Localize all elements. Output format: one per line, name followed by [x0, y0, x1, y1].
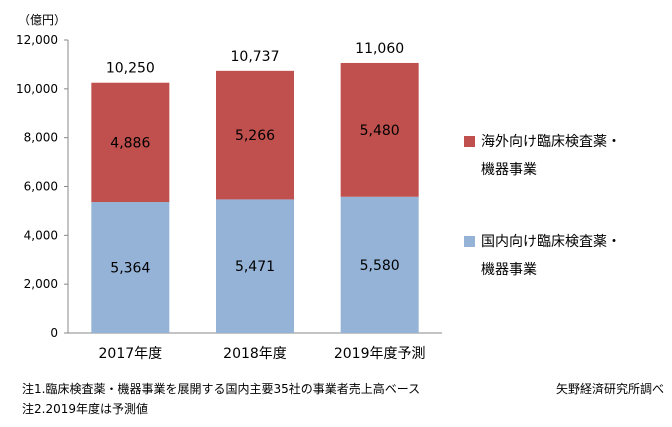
total-label: 10,250: [106, 61, 155, 77]
total-label: 10,737: [231, 49, 280, 65]
bar-overseas: [340, 62, 419, 197]
label-domestic: 5,364: [110, 261, 150, 277]
bar-overseas: [216, 70, 294, 200]
x-tick-label: 2019年度予測: [334, 346, 426, 362]
legend-item-domestic: 国内向け臨床検査薬・ 機器事業: [464, 228, 621, 284]
y-tick-label: 2,000: [24, 277, 58, 291]
note-1: 注1.臨床検査薬・機器事業を展開する国内主要35社の事業者売上高ベース: [22, 382, 421, 396]
y-tick-label: 0: [50, 326, 58, 340]
note-2: 注2.2019年度は予測値: [22, 402, 148, 416]
label-domestic: 5,580: [360, 258, 400, 274]
y-tick-label: 8,000: [24, 131, 58, 145]
legend-swatch: [464, 136, 475, 147]
label-domestic: 5,471: [235, 259, 275, 275]
legend-label: 国内向け臨床検査薬・ 機器事業: [481, 234, 621, 278]
bar-overseas: [91, 82, 170, 203]
x-tick-label: 2018年度: [223, 346, 287, 362]
label-overseas: 5,266: [235, 128, 275, 144]
unit-label: （億円）: [18, 13, 66, 27]
x-tick-label: 2017年度: [99, 346, 163, 362]
data-labels: 5,364 4,886 10,250 5,471 5,266 10,737 5,580 5,4…: [106, 41, 404, 277]
legend-item-overseas: 海外向け臨床検査薬・ 機器事業: [464, 128, 621, 184]
total-label: 11,060: [355, 41, 404, 57]
y-ticks: 0 2,000 4,000 6,000 8,000 10,000 12,000: [16, 33, 68, 340]
label-overseas: 4,886: [110, 135, 150, 151]
label-overseas: 5,480: [360, 123, 400, 139]
bar-domestic: [91, 202, 170, 333]
legend: 海外向け臨床検査薬・ 機器事業 国内向け臨床検査薬・ 機器事業: [464, 128, 621, 284]
y-tick-label: 10,000: [16, 82, 58, 96]
y-tick-label: 4,000: [24, 228, 58, 242]
legend-label: 海外向け臨床検査薬・ 機器事業: [481, 134, 621, 178]
x-tick-labels: 2017年度 2018年度 2019年度予測: [99, 346, 426, 362]
y-tick-label: 6,000: [24, 180, 58, 194]
bar-domestic: [340, 196, 419, 333]
bar-domestic: [216, 199, 294, 333]
legend-swatch: [464, 236, 475, 247]
source-label: 矢野経済研究所調べ: [556, 382, 665, 396]
bars: [91, 62, 419, 333]
y-tick-label: 12,000: [16, 33, 58, 47]
